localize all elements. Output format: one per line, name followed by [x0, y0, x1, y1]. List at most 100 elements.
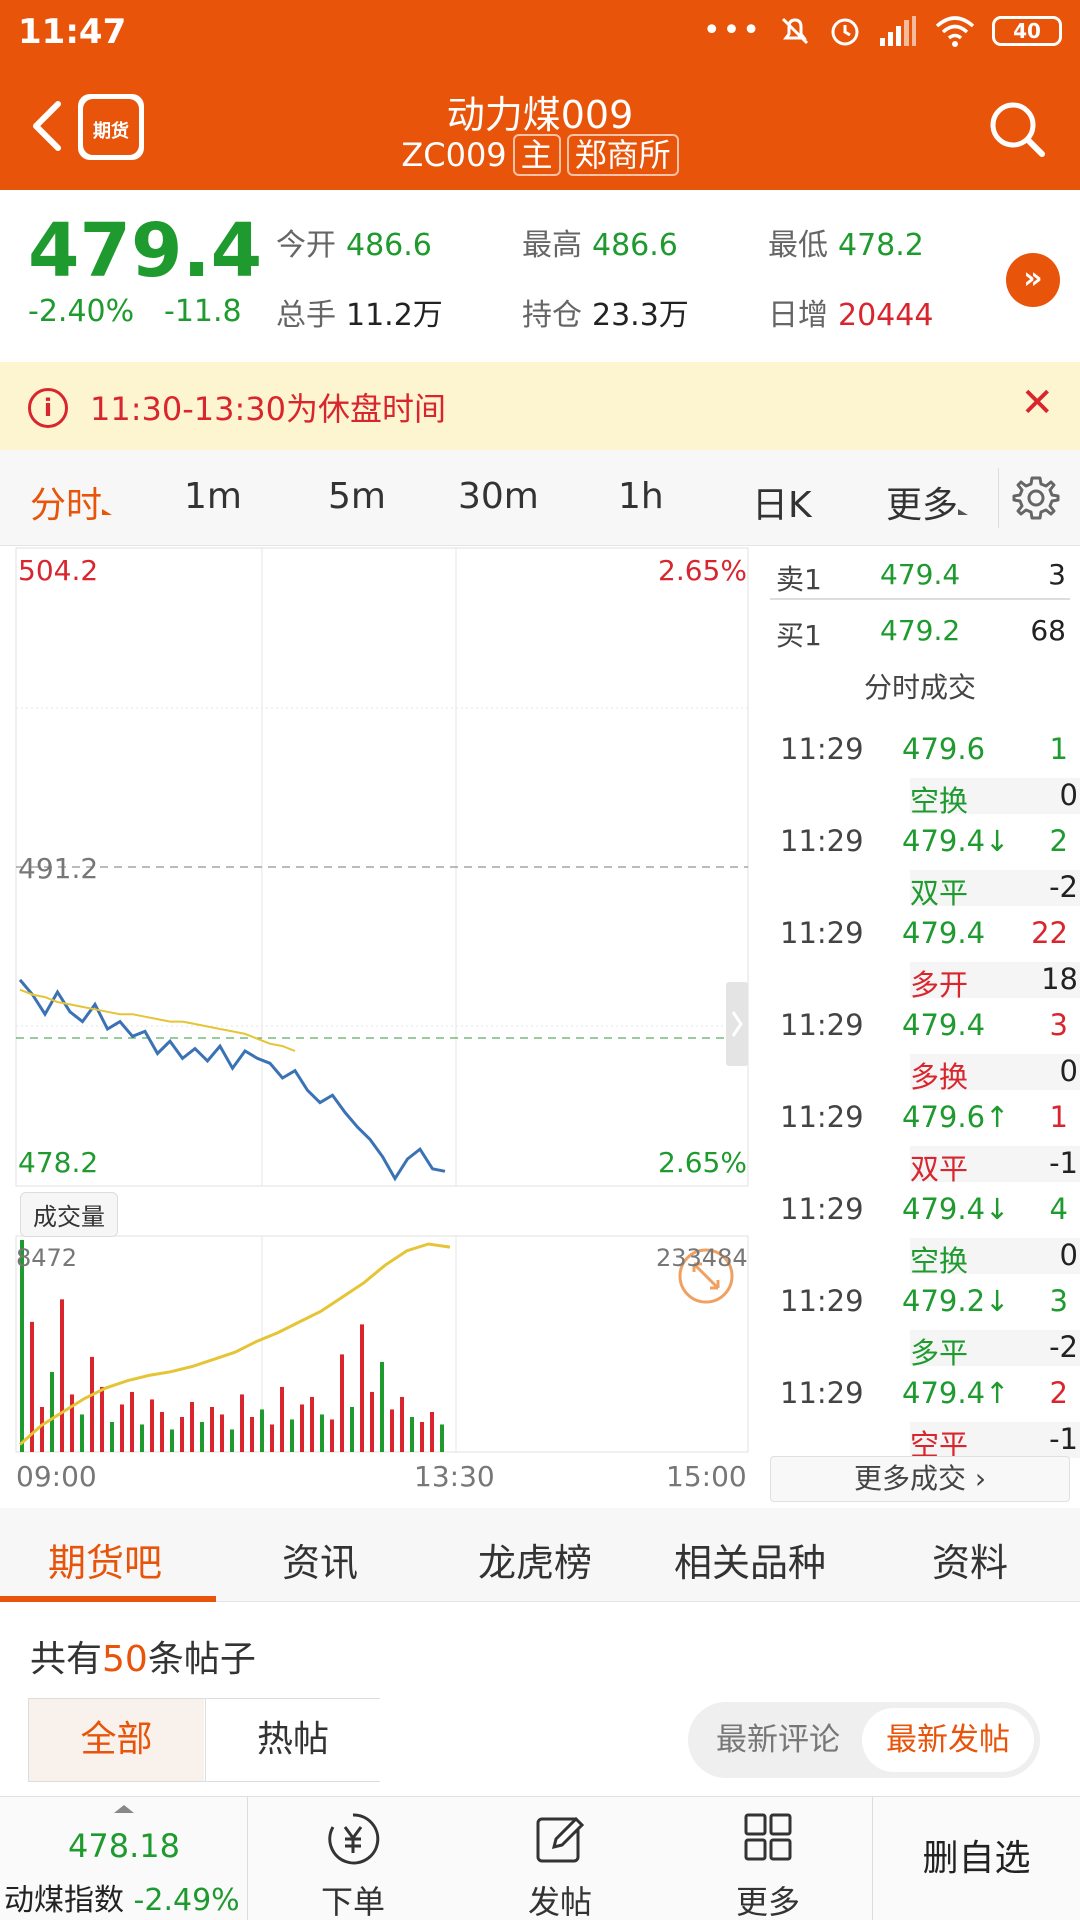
search-icon[interactable] — [986, 98, 1048, 160]
info-icon: i — [28, 388, 68, 428]
volume-bar — [60, 1299, 64, 1452]
tick-row: 11:29 479.4↓ 2 双平 -2 — [770, 816, 1080, 910]
yen-coin-icon — [328, 1813, 380, 1865]
posts-prefix: 共有 — [30, 1639, 103, 1680]
close-icon[interactable]: ✕ — [1020, 380, 1054, 426]
tick-kind-row: 多换 0 — [910, 1054, 1080, 1094]
intraday-chart[interactable]: 504.2 2.65% 491.2 478.2 2.65% 8472 23348… — [0, 546, 760, 1493]
more-label: 更多 — [735, 1883, 800, 1920]
index-percent: -2.49% — [133, 1883, 240, 1918]
price-line — [18, 978, 446, 1182]
tab-more[interactable]: 更多 — [886, 476, 969, 528]
tick-time: 11:29 — [780, 824, 864, 858]
tab-30m[interactable]: 30m — [458, 476, 539, 517]
tick-kind-value: -1 — [1049, 1422, 1078, 1456]
order-label: 下单 — [320, 1883, 385, 1920]
signal-icon — [880, 16, 916, 46]
ask-qty: 3 — [1048, 558, 1066, 591]
tick-time: 11:29 — [780, 1008, 864, 1042]
cumulative-volume-line — [19, 1242, 451, 1446]
volume-bar — [70, 1394, 74, 1452]
notice-text: 11:30-13:30为休盘时间 — [90, 390, 446, 428]
daily-add-label: 日增 — [768, 298, 828, 333]
tab-profile[interactable]: 资料 — [932, 1541, 1009, 1585]
open-interest-item: 持仓 23.3万 — [522, 290, 689, 334]
volume-bar — [220, 1414, 224, 1452]
volume-bar — [310, 1396, 314, 1452]
volume-bar — [240, 1394, 244, 1452]
tick-kind-value: 0 — [1059, 1238, 1078, 1272]
tick-kind: 双平 — [910, 876, 969, 910]
volume-bar — [440, 1424, 444, 1452]
tick-price: 479.6 — [902, 732, 986, 766]
tick-kind: 双平 — [910, 1152, 969, 1186]
volume-bar — [380, 1361, 384, 1452]
volume-bar — [110, 1421, 114, 1452]
tick-row: 11:29 479.6 1 空换 0 — [770, 724, 1080, 818]
index-name-label: 动煤指数 — [4, 1883, 124, 1918]
tab-5m[interactable]: 5m — [328, 476, 386, 517]
tab-news[interactable]: 资讯 — [282, 1541, 359, 1585]
status-time: 11:47 — [18, 12, 127, 52]
tick-kind: 多平 — [910, 1336, 969, 1370]
posts-suffix: 条帖子 — [147, 1639, 256, 1680]
x-start-label: 09:00 — [16, 1460, 97, 1493]
ticks-title: 分时成交 — [863, 671, 976, 704]
tick-volume: 2 — [1049, 824, 1068, 858]
tick-price: 479.4↓ — [902, 1192, 1010, 1226]
vol-left-label: 8472 — [16, 1244, 78, 1272]
tab-related[interactable]: 相关品种 — [674, 1541, 827, 1585]
posts-count: 共有50条帖子 — [30, 1630, 256, 1682]
filter-all-button[interactable]: 全部 — [29, 1699, 204, 1781]
tab-dragon-tiger[interactable]: 龙虎榜 — [478, 1541, 593, 1585]
tab-1m[interactable]: 1m — [184, 476, 242, 517]
volume-bar — [360, 1324, 364, 1452]
volume-bar — [400, 1396, 404, 1452]
gear-icon[interactable] — [1010, 472, 1062, 524]
tab-intraday[interactable]: 分时 — [30, 476, 113, 528]
volume-bar — [260, 1409, 264, 1452]
high-value: 486.6 — [592, 228, 678, 263]
high-item: 最高 486.6 — [522, 220, 678, 264]
order-button[interactable]: 下单 — [250, 1797, 456, 1920]
tab-1h[interactable]: 1h — [618, 476, 664, 517]
more-button[interactable]: 更多 — [664, 1797, 872, 1920]
chart-canvas — [15, 547, 749, 1453]
sort-latest-post[interactable]: 最新发帖 — [862, 1708, 1034, 1772]
volume-bar — [210, 1406, 214, 1452]
back-icon[interactable] — [24, 96, 74, 156]
volume-bar — [30, 1321, 34, 1452]
change-value: -11.8 — [164, 294, 242, 329]
tick-time: 11:29 — [780, 1376, 864, 1410]
expand-chart-icon — [678, 1248, 734, 1304]
tick-kind: 多换 — [910, 1060, 969, 1094]
tab-futures-forum[interactable]: 期货吧 — [48, 1541, 163, 1585]
mute-icon — [781, 17, 809, 45]
tick-time: 11:29 — [780, 1284, 864, 1318]
volume-bar — [270, 1424, 274, 1452]
sort-latest-comment[interactable]: 最新评论 — [716, 1722, 840, 1758]
volume-indicator-tag[interactable]: 成交量 — [20, 1192, 118, 1237]
tick-row: 11:29 479.4↑ 2 空平 -1 — [770, 1368, 1080, 1462]
post-label: 发帖 — [527, 1883, 592, 1920]
tab-daily-k[interactable]: 日K — [752, 485, 812, 526]
more-trades-button[interactable]: 更多成交 › — [770, 1456, 1070, 1502]
tick-volume: 1 — [1049, 1100, 1068, 1134]
volume-bar — [180, 1416, 184, 1452]
tick-volume: 3 — [1049, 1284, 1068, 1318]
tick-volume: 4 — [1049, 1192, 1068, 1226]
tick-time: 11:29 — [780, 1100, 864, 1134]
contract-subtitle: ZC009 主郑商所 — [0, 134, 1080, 176]
filter-hot-button[interactable]: 热帖 — [205, 1699, 380, 1781]
volume-bar — [300, 1404, 304, 1452]
tick-kind-row: 多开 18 — [910, 962, 1080, 1002]
post-button[interactable]: 发帖 — [456, 1797, 664, 1920]
volume-bar — [340, 1354, 344, 1452]
volume-bar — [80, 1414, 84, 1452]
tick-kind-row: 空换 0 — [910, 1238, 1080, 1278]
x-mid-label: 13:30 — [414, 1460, 495, 1493]
remove-watchlist-button[interactable]: 删自选 — [872, 1797, 1080, 1920]
index-ticker[interactable]: 478.18 动煤指数 -2.49% — [0, 1797, 248, 1920]
tick-row: 11:29 479.4↓ 4 空换 0 — [770, 1184, 1080, 1278]
expand-quote-button[interactable]: » — [1006, 253, 1060, 307]
